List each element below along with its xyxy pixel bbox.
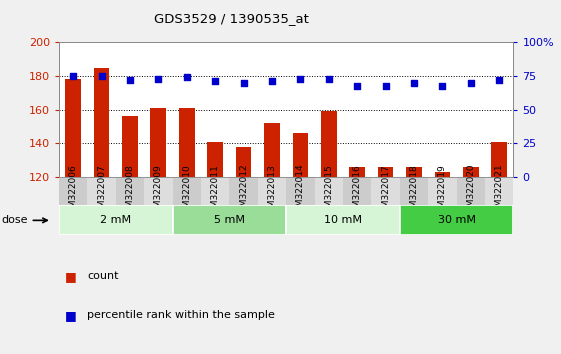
Text: count: count xyxy=(87,271,118,281)
Bar xyxy=(428,177,457,205)
Bar xyxy=(378,167,393,177)
Text: GSM322010: GSM322010 xyxy=(182,164,191,218)
Bar xyxy=(435,172,450,177)
Text: GDS3529 / 1390535_at: GDS3529 / 1390535_at xyxy=(154,12,309,25)
Point xyxy=(438,83,447,88)
Text: GSM322019: GSM322019 xyxy=(438,164,447,218)
Text: GSM322018: GSM322018 xyxy=(410,164,419,218)
Point xyxy=(324,76,333,82)
Bar xyxy=(286,205,399,235)
Text: GSM322016: GSM322016 xyxy=(353,164,362,218)
Bar xyxy=(371,177,400,205)
Point xyxy=(296,76,305,82)
Bar xyxy=(236,147,251,177)
Bar xyxy=(144,177,173,205)
Text: dose: dose xyxy=(1,215,47,225)
Bar xyxy=(65,80,81,177)
Point xyxy=(182,75,191,80)
Bar xyxy=(208,142,223,177)
Text: GSM322015: GSM322015 xyxy=(324,164,333,218)
Text: GSM322020: GSM322020 xyxy=(466,164,475,218)
Text: GSM322009: GSM322009 xyxy=(154,164,163,218)
Point xyxy=(495,77,504,83)
Point xyxy=(97,73,106,79)
Point xyxy=(210,79,219,84)
Text: percentile rank within the sample: percentile rank within the sample xyxy=(87,310,275,320)
Point xyxy=(68,73,77,79)
Text: GSM322006: GSM322006 xyxy=(68,164,77,218)
Text: 30 mM: 30 mM xyxy=(438,215,476,225)
Text: GSM322007: GSM322007 xyxy=(97,164,106,218)
Bar xyxy=(257,177,286,205)
Text: GSM322021: GSM322021 xyxy=(495,164,504,218)
Bar xyxy=(343,177,371,205)
Point xyxy=(126,77,135,83)
Bar xyxy=(179,108,195,177)
Bar xyxy=(286,177,315,205)
Bar xyxy=(350,167,365,177)
Bar xyxy=(264,123,280,177)
Point xyxy=(410,80,419,86)
Bar xyxy=(400,205,513,235)
Bar xyxy=(94,68,109,177)
Point xyxy=(353,83,362,88)
Bar xyxy=(59,177,88,205)
Text: 2 mM: 2 mM xyxy=(100,215,131,225)
Bar xyxy=(229,177,257,205)
Text: ■: ■ xyxy=(65,270,76,282)
Bar xyxy=(406,167,422,177)
Bar xyxy=(173,205,286,235)
Text: 10 mM: 10 mM xyxy=(324,215,362,225)
Bar xyxy=(463,167,479,177)
Point xyxy=(466,80,475,86)
Bar xyxy=(59,205,173,235)
Point xyxy=(239,80,248,86)
Bar xyxy=(292,133,308,177)
Text: GSM322011: GSM322011 xyxy=(210,164,219,218)
Point xyxy=(381,83,390,88)
Text: 5 mM: 5 mM xyxy=(214,215,245,225)
Bar xyxy=(457,177,485,205)
Text: GSM322017: GSM322017 xyxy=(381,164,390,218)
Bar xyxy=(321,112,337,177)
Bar xyxy=(485,177,513,205)
Bar xyxy=(116,177,144,205)
Bar xyxy=(122,116,137,177)
Text: GSM322008: GSM322008 xyxy=(126,164,135,218)
Bar xyxy=(400,177,428,205)
Point xyxy=(154,76,163,82)
Bar xyxy=(315,177,343,205)
Text: GSM322012: GSM322012 xyxy=(239,164,248,218)
Text: ■: ■ xyxy=(65,309,76,321)
Bar xyxy=(491,142,507,177)
Point xyxy=(268,79,277,84)
Text: GSM322013: GSM322013 xyxy=(268,164,277,218)
Bar xyxy=(173,177,201,205)
Bar xyxy=(150,108,166,177)
Bar xyxy=(201,177,229,205)
Bar xyxy=(88,177,116,205)
Text: GSM322014: GSM322014 xyxy=(296,164,305,218)
